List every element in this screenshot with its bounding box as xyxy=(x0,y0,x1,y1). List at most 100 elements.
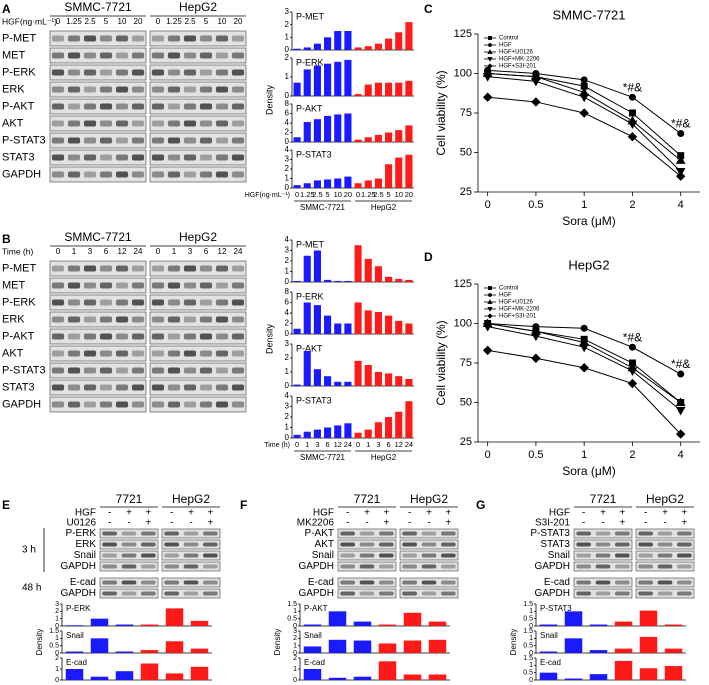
x-tick-label: 0 xyxy=(295,190,299,199)
blot-band xyxy=(657,553,673,558)
panel-label: P-ERK xyxy=(66,604,91,613)
x-tick-label: 6 xyxy=(386,440,390,449)
blot-band xyxy=(164,542,180,547)
blot-band xyxy=(421,553,437,558)
blot-strip xyxy=(149,396,247,413)
panel-label: E-cad xyxy=(304,658,325,667)
blot-band xyxy=(99,282,113,289)
bar xyxy=(639,636,658,653)
bar xyxy=(334,381,342,386)
y-tick-label: 0.5 xyxy=(523,670,533,677)
x-tick-label: 10 xyxy=(395,190,403,199)
blot-band xyxy=(115,103,129,110)
x-tick-label: 2.5 xyxy=(312,190,322,199)
y-tick-label: 1 xyxy=(293,643,297,650)
blot-band xyxy=(215,265,229,272)
blot-band xyxy=(183,299,197,306)
bar xyxy=(364,365,372,386)
row-label: GAPDH xyxy=(60,588,96,599)
bar xyxy=(405,379,413,386)
blot-band xyxy=(115,282,129,289)
y-tick-label: 8 xyxy=(285,287,290,296)
x-tick-label: 24 xyxy=(344,440,352,449)
blot-band xyxy=(676,580,692,585)
blot-band xyxy=(51,120,65,127)
y-tick-label: 3 xyxy=(55,601,59,608)
row-label: Snail xyxy=(548,550,570,561)
lane-title: Time (h) xyxy=(2,246,33,256)
x-tick-label: 5 xyxy=(325,190,329,199)
blot-band xyxy=(359,542,375,547)
blot-strip xyxy=(149,30,247,47)
group-label: SMMC-7721 xyxy=(300,203,345,212)
marker xyxy=(487,299,493,304)
bar xyxy=(334,178,342,188)
bar xyxy=(293,48,301,50)
blot-band xyxy=(199,282,213,289)
bar xyxy=(115,671,134,680)
bar xyxy=(313,250,321,282)
blot-band xyxy=(51,154,65,161)
row-label: AKT xyxy=(2,117,24,129)
y-tick-label: 0 xyxy=(285,91,290,100)
y-tick-label: 2 xyxy=(55,655,59,662)
y-tick-label: 100 xyxy=(454,67,472,79)
panel-label: Snail xyxy=(540,631,558,640)
bar xyxy=(334,31,342,50)
blot-band xyxy=(131,401,145,408)
blot-strip xyxy=(49,115,147,132)
x-tick-label: 1.25 xyxy=(361,190,376,199)
x-tick-label: 24 xyxy=(405,440,413,449)
y-tick-label: 75 xyxy=(460,107,472,119)
marker xyxy=(675,397,686,406)
y-tick-label: 50 xyxy=(460,396,472,408)
marker xyxy=(675,155,686,164)
y-tick-label: 2 xyxy=(285,319,290,328)
blot-band xyxy=(151,401,165,408)
x-tick-label: 0.5 xyxy=(528,449,543,461)
blot-band xyxy=(199,52,213,59)
blot-band xyxy=(402,580,418,585)
blot-band xyxy=(359,580,375,585)
blot-band xyxy=(83,350,97,357)
blot-band xyxy=(115,333,129,340)
y-tick-label: 4 xyxy=(285,145,290,154)
bar xyxy=(385,373,393,386)
y-tick-label: 6 xyxy=(285,109,290,118)
panel-label: E-cad xyxy=(66,658,87,667)
blot-band xyxy=(183,553,199,558)
blot-band xyxy=(215,137,229,144)
blot-band xyxy=(638,580,654,585)
bar xyxy=(354,432,362,438)
marker xyxy=(488,36,492,40)
blot-band xyxy=(131,333,145,340)
bar xyxy=(354,94,362,96)
blot-band xyxy=(131,103,145,110)
blot-band xyxy=(115,265,129,272)
bar xyxy=(313,180,321,188)
legend-label: HGF+S3I-201 xyxy=(499,314,537,320)
y-tick-label: 1.5 xyxy=(523,601,533,608)
blot-band xyxy=(83,401,97,408)
legend-label: HGF xyxy=(499,293,512,299)
bar xyxy=(344,176,352,188)
blot-band xyxy=(199,69,213,76)
panel-letter: D xyxy=(424,250,433,264)
treatment-mark: + xyxy=(145,508,151,519)
blot-band xyxy=(378,580,394,585)
blot-band xyxy=(140,531,156,536)
group-label: HepG2 xyxy=(410,492,448,506)
bar xyxy=(293,82,301,96)
panel-label: P-AKT xyxy=(296,103,323,113)
blot-strip xyxy=(161,528,221,539)
y-tick-label: 0.5 xyxy=(523,643,533,650)
blot-band xyxy=(102,591,118,596)
y-tick-label: 125 xyxy=(454,28,472,40)
blot-band xyxy=(638,564,654,569)
blot-band xyxy=(67,316,81,323)
blot-band xyxy=(83,282,97,289)
treatment-mark: + xyxy=(383,508,389,519)
blot-band xyxy=(83,299,97,306)
y-tick-label: 1 xyxy=(529,608,533,615)
y-tick-label: 2 xyxy=(285,128,290,137)
